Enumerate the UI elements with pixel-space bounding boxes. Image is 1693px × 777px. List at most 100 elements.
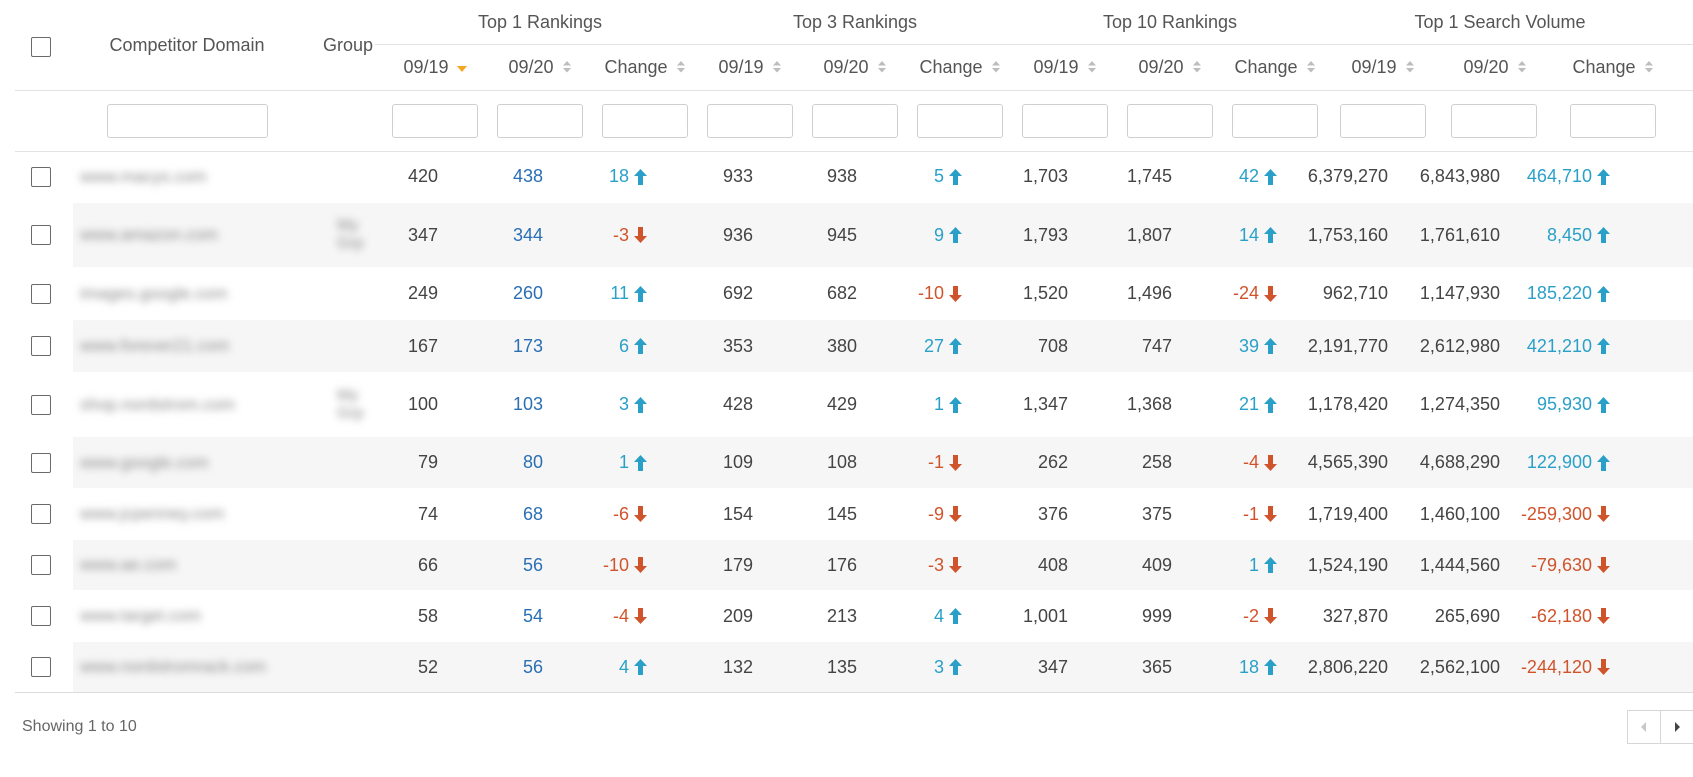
row-checkbox[interactable] bbox=[31, 394, 51, 415]
top1-change-filter-input[interactable] bbox=[602, 104, 688, 138]
arrow-up-icon bbox=[1264, 557, 1277, 573]
arrow-down-icon bbox=[1597, 557, 1610, 573]
top3-0919-cell: 428 bbox=[722, 394, 753, 414]
top1-0919-cell: 79 bbox=[417, 452, 438, 472]
row-checkbox[interactable] bbox=[31, 452, 51, 473]
arrow-down-icon bbox=[1597, 659, 1610, 675]
top3-change-cell: 3 bbox=[852, 642, 962, 692]
top10-change-cell: 42 bbox=[1167, 150, 1277, 203]
top1sv-0920-header[interactable]: 09/20 bbox=[1440, 55, 1550, 79]
competitor-domain[interactable]: www.amazon.com bbox=[80, 225, 218, 244]
table-row[interactable]: www.forever21.com 167 173 6 353 380 27 708 747 39… bbox=[15, 320, 1693, 372]
top10-change-filter-input[interactable] bbox=[1232, 104, 1318, 138]
arrow-down-icon bbox=[1597, 506, 1610, 522]
row-checkbox[interactable] bbox=[31, 283, 51, 304]
change-number: 11 bbox=[610, 283, 629, 303]
top1-0920-filter-input[interactable] bbox=[497, 104, 583, 138]
column-label: Change bbox=[919, 57, 983, 77]
top1sv-0920-filter-input[interactable] bbox=[1451, 104, 1537, 138]
table-row[interactable]: images.google.com 249 260 11 692 682 -10 1,520 1… bbox=[15, 267, 1693, 320]
top1sv-change-cell: -244,120 bbox=[1500, 642, 1610, 692]
row-checkbox[interactable] bbox=[31, 336, 51, 356]
top1-change-cell: 6 bbox=[537, 320, 647, 372]
change-value: -3 bbox=[928, 555, 962, 576]
top1-0920-header[interactable]: 09/20 bbox=[485, 55, 595, 79]
arrow-up-icon bbox=[634, 454, 647, 471]
select-all-checkbox[interactable] bbox=[31, 37, 51, 57]
sort-icon bbox=[877, 61, 886, 73]
prev-page-button[interactable] bbox=[1628, 711, 1660, 743]
competitor-domain[interactable]: www.ae.com bbox=[80, 555, 177, 574]
change-value: 95,930 bbox=[1537, 394, 1610, 415]
change-value: -6 bbox=[613, 504, 647, 525]
change-number: 27 bbox=[923, 335, 944, 356]
top1-change-header[interactable]: Change bbox=[590, 55, 700, 79]
top10-0919-filter-input[interactable] bbox=[1022, 104, 1108, 138]
competitor-domain[interactable]: www.target.com bbox=[80, 606, 201, 625]
top1sv-change-filter-input[interactable] bbox=[1570, 104, 1656, 138]
table-row[interactable]: www.nordstromrack.com 52 56 4 132 135 3 347 365 1… bbox=[15, 642, 1693, 692]
competitor-domain[interactable]: www.jcpenney.com bbox=[80, 504, 225, 523]
competitor-domain[interactable]: www.forever21.com bbox=[80, 336, 230, 355]
top1sv-0920-cell: 2,562,100 bbox=[1419, 656, 1500, 677]
column-label: Change bbox=[1572, 57, 1636, 77]
row-checkbox[interactable] bbox=[31, 555, 51, 575]
competitor-domain[interactable]: www.nordstromrack.com bbox=[80, 657, 267, 676]
group-header[interactable]: Group bbox=[322, 35, 374, 55]
top3-0920-header[interactable]: 09/20 bbox=[800, 55, 910, 79]
row-checkbox[interactable] bbox=[31, 166, 51, 187]
top3-0919-filter-input[interactable] bbox=[707, 104, 793, 138]
competitor-domain-header[interactable]: Competitor Domain bbox=[109, 35, 265, 55]
change-value: 6 bbox=[619, 336, 647, 357]
top10-0920-header[interactable]: 09/20 bbox=[1115, 55, 1225, 79]
change-number: 1 bbox=[1248, 554, 1259, 575]
top3-0920-filter-input[interactable] bbox=[812, 104, 898, 138]
domain-filter-input[interactable] bbox=[107, 104, 268, 138]
top1-0920-cell: 344 bbox=[512, 224, 543, 245]
row-checkbox[interactable] bbox=[31, 606, 51, 626]
top1-0920-cell: 173 bbox=[512, 335, 543, 356]
table-row[interactable]: www.macys.com 420 438 18 933 938 5 1,703 1,745 42… bbox=[15, 150, 1693, 203]
change-value: -4 bbox=[613, 606, 647, 627]
change-number: -9 bbox=[927, 503, 944, 524]
top10-0920-filter-input[interactable] bbox=[1127, 104, 1213, 138]
top10-0919-header[interactable]: 09/19 bbox=[1010, 55, 1120, 79]
arrow-down-icon bbox=[634, 506, 647, 522]
top1sv-change-header[interactable]: Change bbox=[1558, 55, 1668, 79]
table-row[interactable]: shop.nordstrom.com My Grp 100 103 3 428 429 1 1,… bbox=[15, 372, 1693, 437]
table-row[interactable]: www.target.com 58 54 -4 209 213 4 1,001 999 -2 327… bbox=[15, 590, 1693, 642]
change-value: -24 bbox=[1233, 283, 1277, 304]
top1sv-0919-header[interactable]: 09/19 bbox=[1328, 55, 1438, 79]
change-value: 1 bbox=[619, 452, 647, 473]
arrow-down-icon bbox=[1597, 608, 1610, 624]
top10-change-header[interactable]: Change bbox=[1220, 55, 1330, 79]
change-number: -10 bbox=[602, 554, 629, 575]
top3-change-header[interactable]: Change bbox=[905, 55, 1015, 79]
top3-change-filter-input[interactable] bbox=[917, 104, 1003, 138]
top1-0919-header[interactable]: 09/19 bbox=[380, 55, 490, 79]
row-checkbox[interactable] bbox=[31, 504, 51, 524]
sort-icon bbox=[1405, 61, 1414, 73]
top1-0920-cell: 68 bbox=[522, 503, 543, 524]
top1-change-cell: 18 bbox=[537, 150, 647, 203]
row-checkbox[interactable] bbox=[31, 225, 51, 245]
arrow-up-icon bbox=[1597, 227, 1610, 243]
column-label: Change bbox=[1234, 57, 1298, 77]
change-number: -1 bbox=[927, 452, 944, 472]
competitor-domain[interactable]: www.google.com bbox=[80, 452, 209, 472]
table-row[interactable]: www.jcpenney.com 74 68 -6 154 145 -9 376 375 -1 1,… bbox=[15, 488, 1693, 540]
competitor-domain[interactable]: images.google.com bbox=[80, 283, 228, 303]
change-number: 4 bbox=[933, 605, 944, 626]
table-row[interactable]: www.google.com 79 80 1 109 108 -1 262 258 -4 4,565… bbox=[15, 437, 1693, 488]
row-checkbox[interactable] bbox=[31, 657, 51, 677]
top3-0920-cell: 213 bbox=[826, 605, 857, 626]
top1-0919-filter-input[interactable] bbox=[392, 104, 478, 138]
table-row[interactable]: www.ae.com 66 56 -10 179 176 -3 408 409 1 1,524,19… bbox=[15, 540, 1693, 590]
table-row[interactable]: www.amazon.com My Grp 347 344 -3 936 945 9 1,793… bbox=[15, 203, 1693, 267]
next-page-button[interactable] bbox=[1660, 711, 1692, 743]
top3-0919-header[interactable]: 09/19 bbox=[695, 55, 805, 79]
competitor-domain[interactable]: shop.nordstrom.com bbox=[80, 394, 235, 414]
competitor-domain[interactable]: www.macys.com bbox=[80, 166, 207, 186]
change-number: -10 bbox=[917, 283, 944, 303]
top1sv-0919-filter-input[interactable] bbox=[1340, 104, 1426, 138]
